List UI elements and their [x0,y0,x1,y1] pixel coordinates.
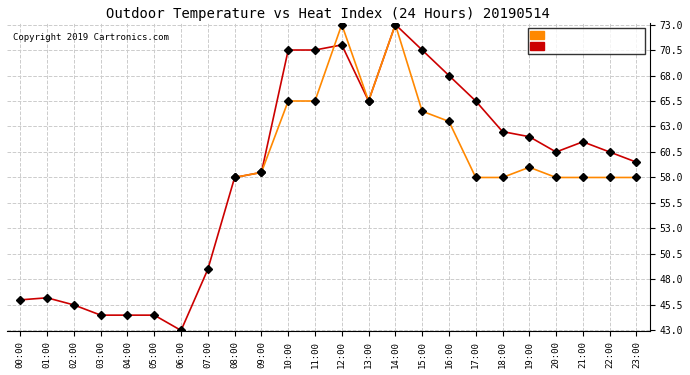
Text: Copyright 2019 Cartronics.com: Copyright 2019 Cartronics.com [13,33,169,42]
Legend: Heat Index  (°F), Temperature  (°F): Heat Index (°F), Temperature (°F) [528,28,645,54]
Title: Outdoor Temperature vs Heat Index (24 Hours) 20190514: Outdoor Temperature vs Heat Index (24 Ho… [106,7,551,21]
